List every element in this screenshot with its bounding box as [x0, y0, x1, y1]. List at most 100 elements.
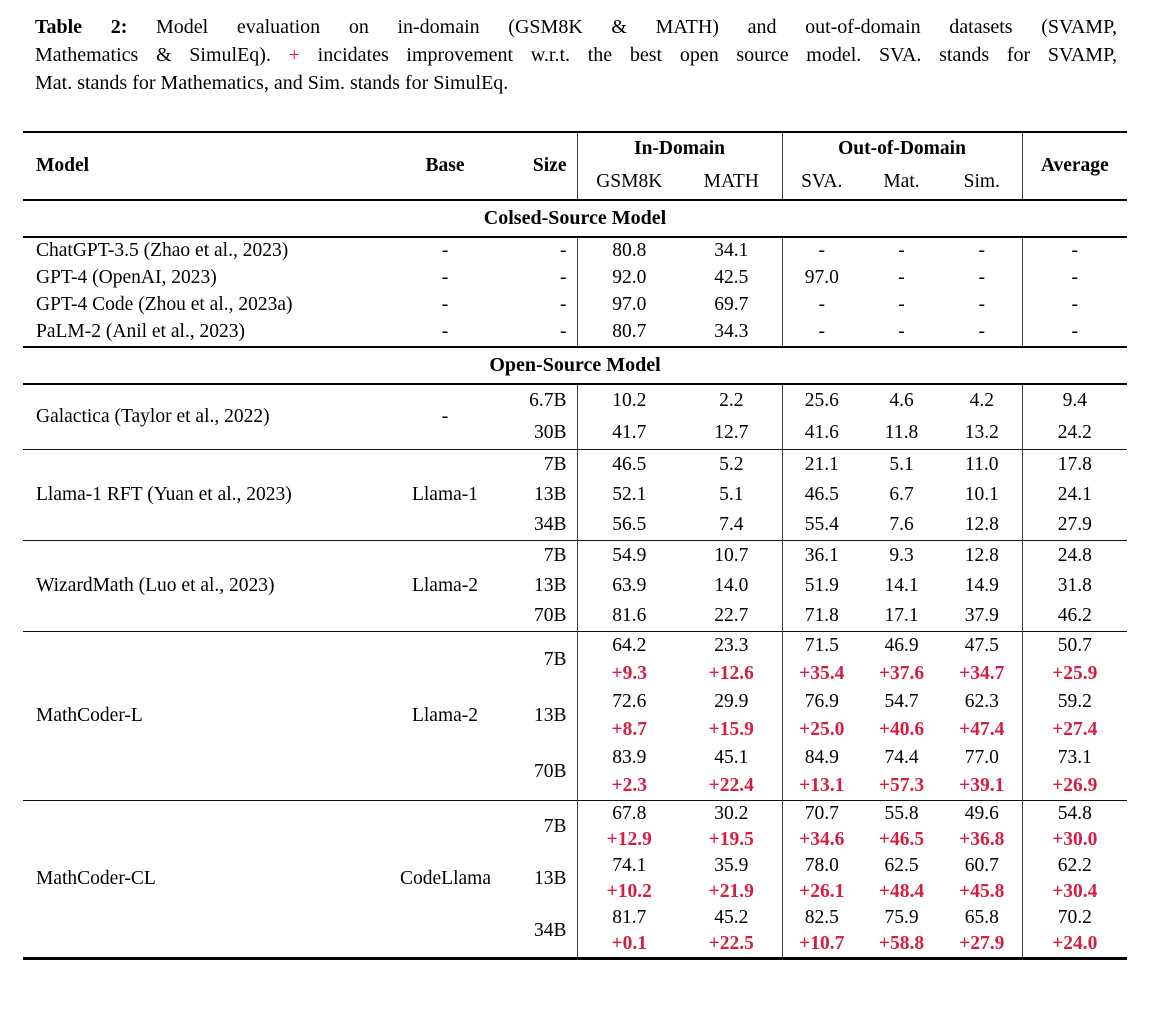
size-value: 13B: [533, 574, 567, 596]
section-title-row: Colsed-Source Model: [23, 199, 1128, 238]
delta-value: +46.5: [878, 828, 925, 850]
metric-value: 82.5: [781, 905, 861, 931]
table-row: ChatGPT-3.5 (Zhao et al., 2023) - -80.8 34.…: [23, 237, 1128, 265]
delta-value: +10.2: [576, 879, 681, 905]
delta-row: +9.3 +12.6 +35.4 +37.6 +34.7 +25.9: [23, 660, 1128, 688]
model-name: WizardMath (Luo et al., 2023): [23, 540, 400, 632]
metric-value: 71.8: [781, 601, 861, 632]
metric-value: 5.1: [861, 449, 942, 480]
caption-text: Model evaluation on in-domain (GSM8K & M…: [127, 16, 1117, 38]
metric-value: 24.2: [1021, 417, 1128, 450]
size-value: 70B: [533, 760, 567, 782]
table-row: PaLM-2 (Anil et al., 2023) - -80.7 34.3- - - -: [23, 319, 1128, 347]
metric-value: 81.6: [576, 601, 681, 632]
delta-value: +12.6: [708, 662, 754, 684]
metric-value: 46.5: [781, 480, 861, 510]
metric-value: 41.7: [576, 417, 681, 450]
metric-value: 4.6: [889, 389, 914, 411]
metric-value: 56.5: [576, 510, 681, 541]
metric-value: 62.5: [884, 854, 919, 876]
plus-sign: +: [288, 44, 300, 66]
metric-value: 55.4: [781, 510, 861, 541]
delta-row: +8.7 +15.9 +25.0 +40.6 +47.4 +27.4: [23, 716, 1128, 744]
metric-value: 2.2: [719, 389, 744, 411]
delta-value: +8.7: [576, 716, 681, 744]
metric-value: -: [781, 319, 861, 347]
size-value: 13B: [533, 483, 567, 505]
metric-value: 23.3: [681, 631, 782, 660]
metric-value: 10.7: [681, 540, 782, 571]
delta-value: +26.9: [1021, 772, 1128, 801]
metric-value: 9.3: [861, 540, 942, 571]
base-name: -: [441, 294, 449, 316]
metric-value: 41.6: [781, 417, 861, 450]
size-value: 7B: [490, 631, 577, 688]
group-header-out-of-domain: Out-of-Domain: [781, 132, 1023, 166]
metric-value: -: [978, 294, 986, 316]
metric-value: 47.5: [942, 631, 1023, 660]
size-value: 34B: [533, 919, 567, 941]
metric-value: 14.0: [714, 574, 749, 596]
metric-value: -: [1021, 237, 1128, 265]
metric-value: -: [898, 240, 905, 262]
metric-value: 45.1: [714, 746, 749, 768]
metric-value: 5.2: [681, 449, 782, 480]
metric-value: 52.1: [576, 480, 681, 510]
metric-value: 24.1: [1021, 480, 1128, 510]
delta-value: +2.3: [576, 772, 681, 801]
metric-value: 14.9: [964, 574, 999, 596]
metric-value: 70.7: [781, 800, 861, 827]
delta-value: +58.8: [878, 932, 925, 954]
group-header-in-domain: In-Domain: [576, 132, 782, 166]
size-value: 6.7B: [529, 389, 567, 411]
metric-value: -: [898, 321, 905, 343]
caption-line-2: Mathematics & SimulEq). + incidates impr…: [35, 41, 1117, 69]
metric-value: 76.9: [781, 688, 861, 716]
metric-value: 70.2: [1021, 905, 1128, 931]
delta-value: +26.1: [781, 879, 861, 905]
col-header-size: Size: [532, 154, 567, 176]
delta-value: +10.7: [781, 931, 861, 959]
metric-value: 73.1: [1021, 744, 1128, 772]
col-header-average: Average: [1021, 132, 1128, 200]
metric-value: 27.9: [1021, 510, 1128, 541]
metric-value: 69.7: [714, 294, 749, 316]
metric-value: -: [898, 267, 905, 289]
metric-value: 49.6: [942, 800, 1023, 827]
size-value: 7B: [490, 800, 577, 853]
delta-value: +25.0: [781, 716, 861, 744]
metric-value: 71.5: [781, 631, 861, 660]
delta-value: +30.0: [1021, 827, 1128, 853]
base-name: Llama-1: [400, 449, 490, 541]
metric-value: 34.1: [714, 240, 749, 262]
delta-row: +2.3 +22.4 +13.1 +57.3 +39.1 +26.9: [23, 772, 1128, 801]
caption-label: Table 2:: [35, 16, 128, 38]
delta-value: +24.0: [1021, 931, 1128, 959]
metric-value: 37.9: [964, 604, 999, 626]
col-header-sva: SVA.: [781, 166, 861, 200]
metric-value: 46.2: [1021, 601, 1128, 632]
caption-line-3: Mat. stands for Mathematics, and Sim. st…: [35, 69, 1117, 97]
metric-value: 5.1: [719, 483, 744, 505]
delta-value: +40.6: [878, 718, 925, 740]
delta-value: +15.9: [708, 718, 754, 740]
metric-value: 74.1: [576, 853, 681, 879]
metric-value: -: [898, 294, 905, 316]
delta-value: +25.9: [1021, 660, 1128, 688]
metric-value: 30.2: [681, 800, 782, 827]
size-value: -: [560, 240, 567, 262]
delta-value: +9.3: [576, 660, 681, 688]
table-row: 13B 74.1 35.9 78.0 62.5 60.7 62.2: [23, 853, 1128, 889]
metric-value: 21.1: [781, 449, 861, 480]
model-name: GPT-4 Code (Zhou et al., 2023a): [36, 294, 293, 316]
table-row: 34B 81.7 45.2 82.5 75.9 65.8 70.2: [23, 905, 1128, 941]
metric-value: 22.7: [714, 604, 749, 626]
metric-value: 50.7: [1021, 631, 1128, 660]
metric-value: 12.8: [942, 540, 1023, 571]
delta-value: +34.6: [781, 827, 861, 853]
metric-value: 78.0: [781, 853, 861, 879]
table-body: Colsed-Source Model ChatGPT-3.5 (Zhao et …: [23, 199, 1128, 959]
delta-value: +37.6: [878, 662, 925, 684]
table-caption: Table 2: Model evaluation on in-domain (…: [35, 13, 1117, 97]
col-header-base: Base: [425, 154, 465, 176]
